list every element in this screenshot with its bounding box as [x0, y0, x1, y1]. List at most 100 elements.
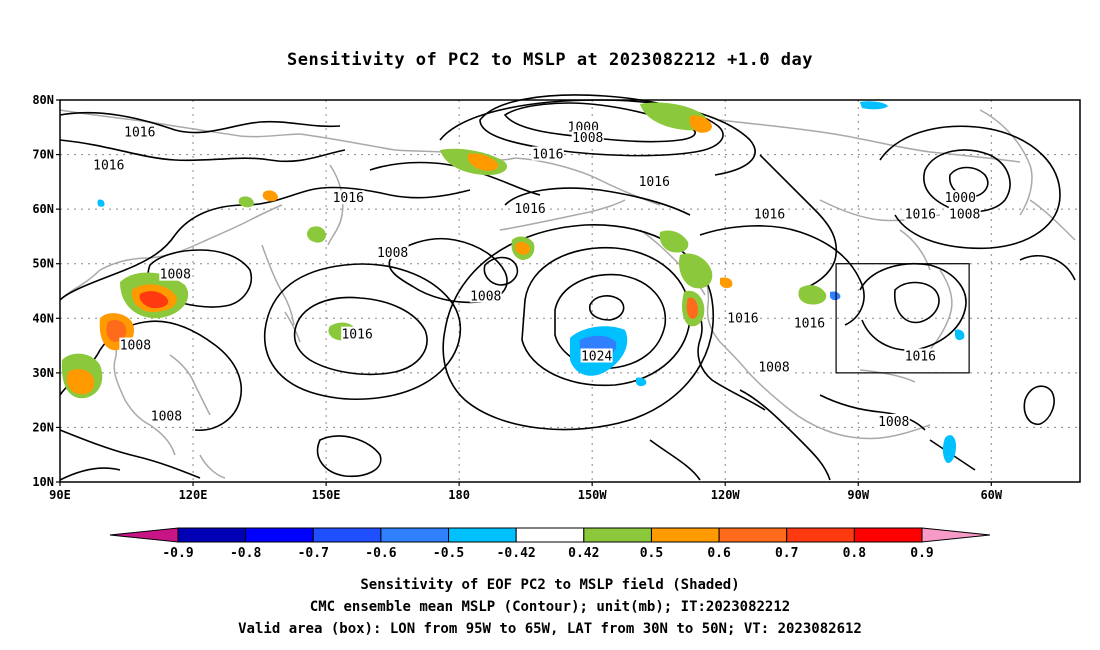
colorbar-segment	[718, 527, 788, 543]
contour-label: 1016	[333, 191, 364, 206]
contour-label-bg	[904, 206, 937, 221]
lon-label: 90W	[847, 488, 869, 502]
sensitivity-shading	[61, 101, 965, 464]
contour-label-bg	[944, 190, 977, 205]
contour-label-bg	[758, 359, 790, 374]
contour-label-bg	[150, 408, 183, 423]
contour-label-bg	[571, 130, 604, 145]
colorbar-segment	[515, 527, 585, 543]
colorbar-right-arrow	[921, 527, 991, 543]
lon-label: 60W	[980, 488, 1002, 502]
colorbar-label: 0.42	[568, 546, 599, 561]
contour-label-bg	[793, 315, 826, 330]
colorbar-segment	[853, 527, 923, 543]
contour-label-bg	[341, 326, 374, 341]
contour-label-bg	[877, 413, 910, 428]
map-gridlines	[59, 99, 1080, 483]
contour-label: 1008	[151, 410, 182, 425]
contour-label-bg	[376, 244, 409, 259]
latitude-labels: 80N 70N 60N 50N 40N 30N 20N 10N	[32, 93, 60, 489]
colorbar-segment	[245, 527, 314, 543]
colorbar-segment	[312, 527, 382, 543]
mslp-contours	[59, 94, 1076, 481]
lat-label: 80N	[32, 93, 54, 107]
colorbar-label: 0.5	[640, 546, 663, 561]
lon-label: 120E	[179, 488, 208, 502]
colorbar-label: -0.7	[298, 546, 329, 561]
contour-label: 1008	[470, 289, 501, 304]
colorbar-label: -0.42	[497, 546, 536, 561]
lat-label: 60N	[32, 202, 54, 216]
lat-label: 20N	[32, 420, 54, 434]
colorbar-segment	[786, 527, 855, 543]
colorbar-label: 0.6	[707, 546, 731, 561]
contour-label-bg	[332, 190, 365, 205]
contour-label: 1016	[639, 175, 670, 190]
contour-label: 1008	[758, 360, 789, 375]
contour-label: 1016	[905, 349, 936, 364]
map-frame	[59, 99, 1081, 483]
colorbar-label: -0.9	[162, 546, 193, 561]
contour-labels: 1016 1016 1016 1008 1008 1008 1008 1008 1016 1000…	[92, 119, 981, 430]
contour-label-bg	[948, 206, 981, 221]
contour-label: 1016	[124, 126, 155, 141]
coastlines	[59, 109, 1076, 479]
caption-shaded: Sensitivity of EOF PC2 to MSLP field (Sh…	[360, 577, 740, 593]
contour-label: 1008	[572, 131, 603, 146]
colorbar-segment	[583, 527, 652, 543]
contour-label: 1008	[120, 339, 151, 354]
colorbar-label: -0.5	[433, 546, 464, 561]
contour-label-bg	[753, 206, 786, 221]
colorbar-segment	[380, 527, 450, 543]
contour-label: 1008	[160, 268, 191, 283]
contour-label-bg	[159, 266, 192, 281]
contour-label: 1016	[754, 208, 785, 223]
colorbar-label: -0.8	[230, 546, 261, 561]
contour-label: 1008	[377, 246, 408, 261]
contour-label: 1008	[949, 208, 980, 223]
caption-valid-area: Valid area (box): LON from 95W to 65W, L…	[238, 621, 862, 637]
lat-label: 40N	[32, 311, 54, 325]
contour-label-bg	[123, 124, 156, 139]
colorbar-segment	[650, 527, 720, 543]
contour-label: 1016	[794, 317, 825, 332]
colorbar-label: 0.7	[775, 546, 798, 561]
contour-label: 1000	[945, 191, 976, 206]
lat-label: 30N	[32, 366, 54, 380]
contour-label-bg	[531, 146, 564, 161]
lon-label: 150E	[312, 488, 341, 502]
contour-label-bg	[514, 201, 547, 216]
colorbar-label: 0.8	[843, 546, 867, 561]
colorbar-segment	[177, 527, 247, 543]
valid-area-box	[835, 263, 970, 374]
contour-label: 1008	[878, 415, 909, 430]
contour-label-bg	[119, 337, 152, 352]
contour-label: 1016	[341, 328, 372, 343]
lat-label: 70N	[32, 148, 54, 162]
contour-label: 1024	[581, 349, 612, 364]
contour-label: 1016	[532, 148, 563, 163]
lon-label: 90E	[49, 488, 71, 502]
contour-label-bg	[92, 157, 125, 172]
contour-label-bg	[904, 348, 937, 363]
contour-label-bg	[638, 173, 671, 188]
contour-label: 1016	[514, 202, 545, 217]
contour-label: 1016	[93, 158, 124, 173]
contour-label-bg	[580, 348, 613, 363]
lat-label: 50N	[32, 257, 54, 271]
lon-label: 120W	[711, 488, 741, 502]
colorbar-label: 0.9	[910, 546, 933, 561]
contour-label-bg	[726, 310, 759, 325]
lon-label: 150W	[578, 488, 608, 502]
caption-contour: CMC ensemble mean MSLP (Contour); unit(m…	[309, 599, 791, 615]
longitude-labels: 90E 120E 150E 180 150W 120W 90W 60W	[49, 482, 1003, 502]
colorbar-label: -0.6	[365, 546, 396, 561]
contour-label-bg	[469, 288, 502, 303]
colorbar-segment	[448, 527, 517, 543]
contour-label: 1016	[727, 311, 758, 326]
lat-label: 10N	[32, 475, 54, 489]
contour-label-bg	[567, 119, 600, 134]
map-title: Sensitivity of PC2 to MSLP at 2023082212…	[286, 50, 813, 70]
colorbar: -0.9 -0.8 -0.7 -0.6 -0.5 -0.42 0.42 0.5 0.6 0.7 0.…	[109, 527, 991, 561]
